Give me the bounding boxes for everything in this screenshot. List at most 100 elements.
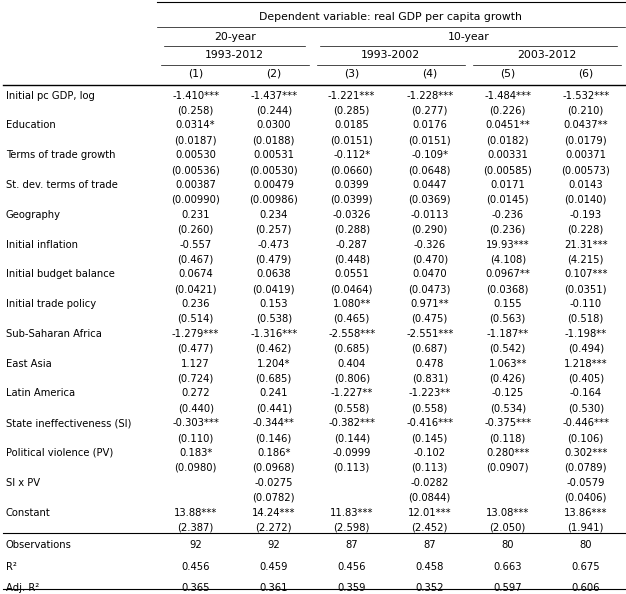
Text: (0.542): (0.542) [490,344,526,354]
Text: 1.080**: 1.080** [332,299,371,309]
Text: -1.187**: -1.187** [486,329,529,339]
Text: (0.106): (0.106) [568,433,604,443]
Text: (0.0351): (0.0351) [565,284,607,294]
Text: (0.277): (0.277) [411,106,448,115]
Text: Initial inflation: Initial inflation [6,239,78,249]
Text: (0.00990): (0.00990) [172,195,220,205]
Text: (0.514): (0.514) [178,314,214,324]
Text: (0.146): (0.146) [255,433,292,443]
Text: (0.0188): (0.0188) [252,135,295,146]
Text: (2.598): (2.598) [334,523,370,532]
Text: -0.0326: -0.0326 [332,210,371,220]
Text: (0.563): (0.563) [490,314,526,324]
Text: -1.198**: -1.198** [565,329,607,339]
Text: 80: 80 [580,540,592,550]
Text: -0.0999: -0.0999 [332,448,371,458]
Text: (2.387): (2.387) [178,523,214,532]
Text: (0.494): (0.494) [568,344,604,354]
Text: (0.0419): (0.0419) [252,284,295,294]
Text: -0.375***: -0.375*** [484,418,531,428]
Text: (0.0782): (0.0782) [252,492,295,503]
Text: 1.127: 1.127 [182,359,210,369]
Text: (0.0368): (0.0368) [486,284,529,294]
Text: (2): (2) [266,69,281,79]
Text: -0.0579: -0.0579 [567,478,605,488]
Text: (0.244): (0.244) [255,106,292,115]
Text: 0.280***: 0.280*** [486,448,530,458]
Text: 0.153: 0.153 [259,299,288,309]
Text: -0.326: -0.326 [414,239,446,249]
Text: 19.93***: 19.93*** [486,239,530,249]
Text: (0.144): (0.144) [334,433,370,443]
Text: 0.971**: 0.971** [411,299,449,309]
Text: 0.0171: 0.0171 [490,180,525,190]
Text: (0.558): (0.558) [334,403,370,413]
Text: -0.446***: -0.446*** [562,418,609,428]
Text: 0.00531: 0.00531 [253,150,294,160]
Text: 0.0551: 0.0551 [334,269,369,279]
Text: (0.530): (0.530) [568,403,604,413]
Text: 14.24***: 14.24*** [252,507,295,517]
Text: (0.448): (0.448) [334,254,370,264]
Text: 0.186*: 0.186* [257,448,290,458]
Text: Political violence (PV): Political violence (PV) [6,448,113,458]
Text: (0.0151): (0.0151) [408,135,451,146]
Text: (0.685): (0.685) [334,344,370,354]
Text: (0.0182): (0.0182) [486,135,529,146]
Text: 0.241: 0.241 [259,388,288,399]
Text: St. dev. terms of trade: St. dev. terms of trade [6,180,118,190]
Text: 13.08***: 13.08*** [486,507,530,517]
Text: (0.470): (0.470) [412,254,448,264]
Text: (0.538): (0.538) [255,314,292,324]
Text: (0.0844): (0.0844) [409,492,451,503]
Text: 0.272: 0.272 [182,388,210,399]
Text: 0.107***: 0.107*** [564,269,607,279]
Text: (0.0406): (0.0406) [565,492,607,503]
Text: 1.218***: 1.218*** [564,359,608,369]
Text: (0.0473): (0.0473) [409,284,451,294]
Text: -0.382***: -0.382*** [328,418,375,428]
Text: (0.0145): (0.0145) [486,195,529,205]
Text: 0.0300: 0.0300 [257,121,291,131]
Text: (5): (5) [500,69,515,79]
Text: (1): (1) [188,69,203,79]
Text: 0.234: 0.234 [260,210,288,220]
Text: 0.0447: 0.0447 [413,180,447,190]
Text: (0.0464): (0.0464) [331,284,373,294]
Text: 0.231: 0.231 [182,210,210,220]
Text: 0.0638: 0.0638 [257,269,291,279]
Text: -0.287: -0.287 [336,239,367,249]
Text: 0.478: 0.478 [416,359,444,369]
Text: 0.0470: 0.0470 [413,269,447,279]
Text: (0.00585): (0.00585) [483,165,532,175]
Text: Latin America: Latin America [6,388,74,399]
Text: (0.479): (0.479) [255,254,292,264]
Text: (0.465): (0.465) [334,314,370,324]
Text: 0.302***: 0.302*** [564,448,607,458]
Text: (0.285): (0.285) [334,106,370,115]
Text: 0.359: 0.359 [337,583,366,593]
Text: (0.236): (0.236) [490,225,526,235]
Text: -0.344**: -0.344** [253,418,295,428]
Text: Adj. R²: Adj. R² [6,583,39,593]
Text: 0.00331: 0.00331 [487,150,528,160]
Text: (0.405): (0.405) [568,374,604,384]
Text: 0.00371: 0.00371 [565,150,606,160]
Text: East Asia: East Asia [6,359,51,369]
Text: (0.00530): (0.00530) [249,165,298,175]
Text: -0.164: -0.164 [570,388,602,399]
Text: (1.941): (1.941) [568,523,604,532]
Text: 20-year: 20-year [214,32,255,42]
Text: Constant: Constant [6,507,50,517]
Text: 0.0967**: 0.0967** [485,269,530,279]
Text: -0.0282: -0.0282 [411,478,449,488]
Text: Initial pc GDP, log: Initial pc GDP, log [6,91,95,100]
Text: (0.113): (0.113) [334,463,370,473]
Text: -0.0275: -0.0275 [254,478,293,488]
Text: (0.145): (0.145) [411,433,448,443]
Text: (0.462): (0.462) [255,344,292,354]
Text: -2.558***: -2.558*** [328,329,376,339]
Text: (0.00573): (0.00573) [562,165,610,175]
Text: 0.675: 0.675 [572,561,600,571]
Text: (0.0660): (0.0660) [331,165,373,175]
